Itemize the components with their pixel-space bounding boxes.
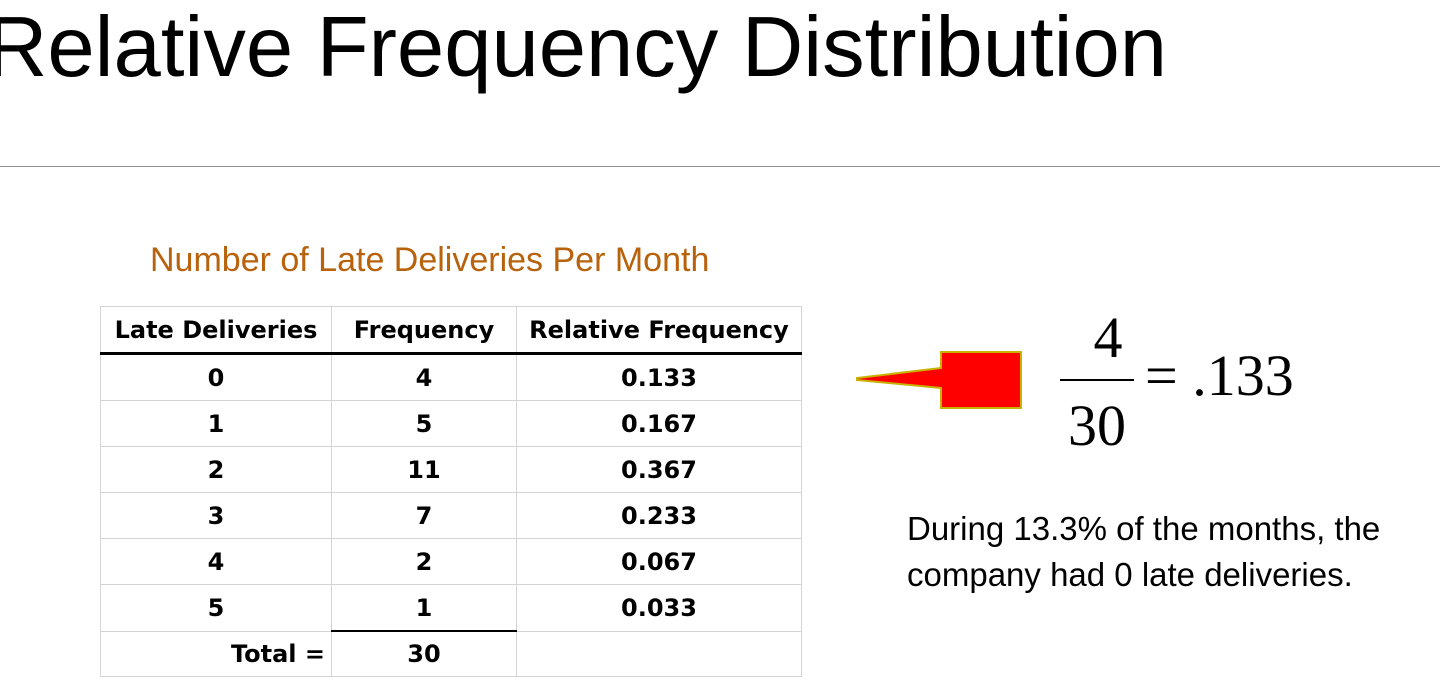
frequency-cell: 4 bbox=[331, 353, 517, 401]
formula-denominator: 30 bbox=[1068, 393, 1126, 458]
table-row: 5 1 0.033 bbox=[100, 584, 802, 632]
relative-frequency-cell: 0.133 bbox=[516, 353, 802, 401]
total-row: Total = 30 bbox=[100, 630, 802, 677]
late-deliveries-cell: 1 bbox=[100, 400, 332, 447]
header-late-deliveries: Late Deliveries bbox=[100, 306, 332, 355]
total-empty-cell bbox=[516, 630, 802, 677]
frequency-cell: 11 bbox=[331, 446, 517, 493]
slide-title: Relative Frequency Distribution bbox=[0, 0, 1168, 95]
relative-frequency-cell: 0.167 bbox=[516, 400, 802, 447]
late-deliveries-cell: 0 bbox=[100, 353, 332, 401]
late-deliveries-cell: 4 bbox=[100, 538, 332, 585]
header-relative-frequency: Relative Frequency bbox=[516, 306, 802, 355]
left-pointing-callout-arrow-icon bbox=[856, 351, 1022, 409]
total-value: 30 bbox=[331, 630, 517, 677]
frequency-cell: 5 bbox=[331, 400, 517, 447]
relative-frequency-cell: 0.033 bbox=[516, 584, 802, 632]
table-row: 2 11 0.367 bbox=[100, 446, 802, 493]
table-row: 4 2 0.067 bbox=[100, 538, 802, 585]
total-label: Total = bbox=[100, 630, 332, 677]
relative-frequency-cell: 0.233 bbox=[516, 492, 802, 539]
table-header-row: Late Deliveries Frequency Relative Frequ… bbox=[100, 306, 802, 355]
explanation-text: During 13.3% of the months, the company … bbox=[907, 510, 1381, 593]
relative-frequency-table: Late Deliveries Frequency Relative Frequ… bbox=[100, 306, 802, 677]
relative-frequency-cell: 0.067 bbox=[516, 538, 802, 585]
title-divider bbox=[0, 166, 1440, 167]
late-deliveries-cell: 5 bbox=[100, 584, 332, 632]
late-deliveries-cell: 3 bbox=[100, 492, 332, 539]
frequency-cell: 2 bbox=[331, 538, 517, 585]
formula-result: = .133 bbox=[1145, 343, 1294, 408]
table-row: 3 7 0.233 bbox=[100, 492, 802, 539]
header-frequency: Frequency bbox=[331, 306, 517, 355]
late-deliveries-cell: 2 bbox=[100, 446, 332, 493]
fraction-bar bbox=[1060, 379, 1134, 381]
relative-frequency-formula: 4 30 = .133 bbox=[1055, 305, 1355, 465]
relative-frequency-cell: 0.367 bbox=[516, 446, 802, 493]
frequency-cell: 1 bbox=[331, 584, 517, 632]
frequency-cell: 7 bbox=[331, 492, 517, 539]
table-caption: Number of Late Deliveries Per Month bbox=[150, 241, 710, 279]
table-row: 1 5 0.167 bbox=[100, 400, 802, 447]
formula-numerator: 4 bbox=[1093, 305, 1123, 370]
table-row: 0 4 0.133 bbox=[100, 353, 802, 401]
